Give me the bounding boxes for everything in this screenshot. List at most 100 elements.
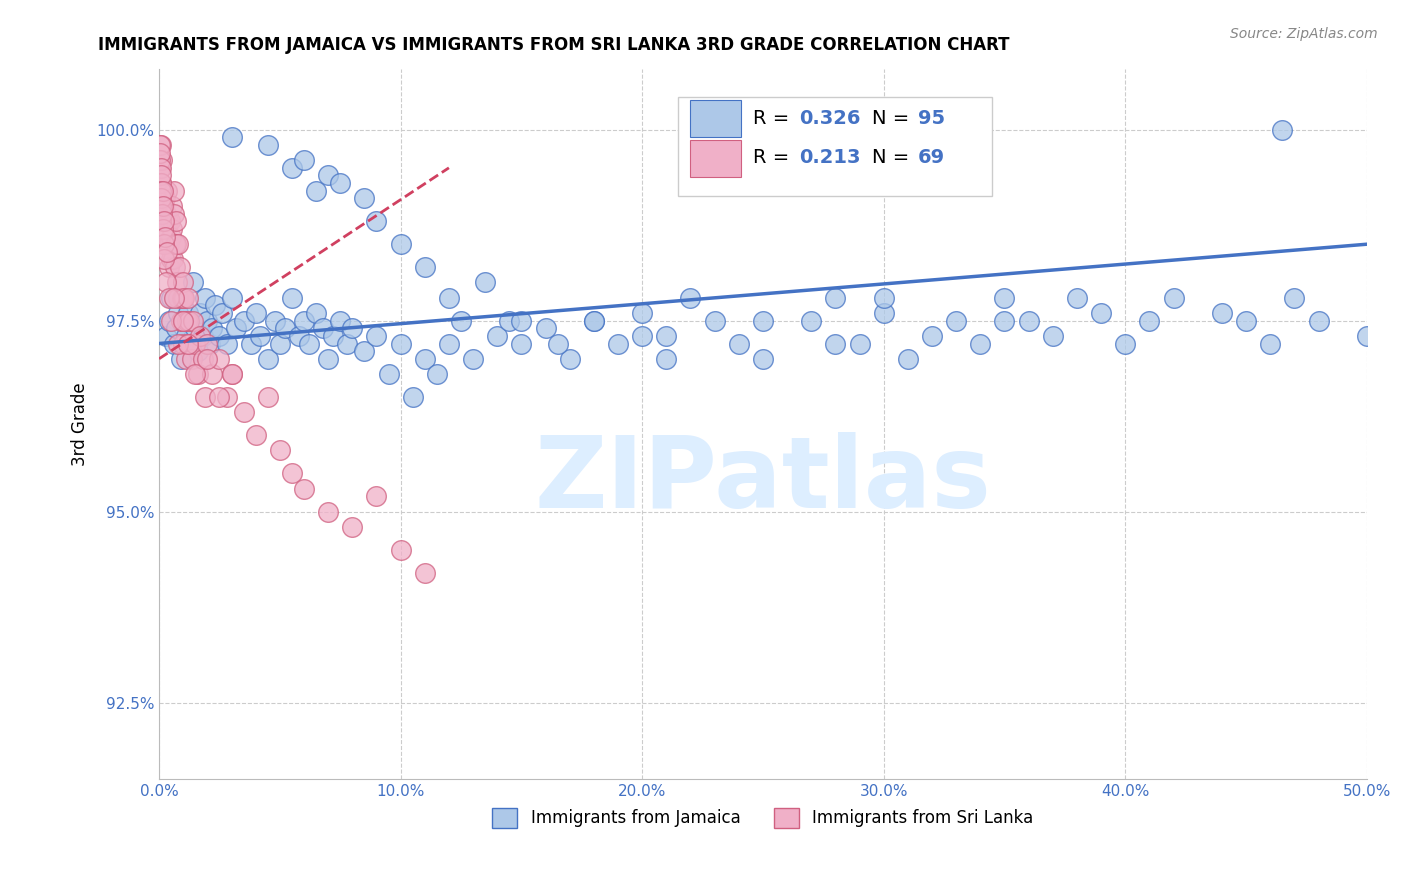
Point	[474, 276, 496, 290]
Point	[288, 329, 311, 343]
Point	[824, 291, 846, 305]
Point	[848, 336, 870, 351]
Point	[1271, 122, 1294, 136]
Point	[377, 367, 399, 381]
Point	[152, 222, 174, 236]
Point	[150, 214, 173, 228]
Point	[534, 321, 557, 335]
Point	[149, 169, 172, 183]
Point	[273, 321, 295, 335]
Point	[208, 390, 231, 404]
Point	[437, 291, 460, 305]
Point	[305, 306, 328, 320]
Point	[181, 313, 204, 327]
Point	[221, 130, 243, 145]
Point	[159, 252, 181, 267]
Point	[149, 153, 172, 168]
Point	[163, 237, 186, 252]
Point	[204, 298, 226, 312]
Point	[281, 291, 304, 305]
Point	[157, 237, 180, 252]
Text: N =: N =	[872, 109, 915, 128]
Point	[402, 390, 425, 404]
Point	[211, 306, 233, 320]
Point	[1258, 336, 1281, 351]
Point	[162, 207, 184, 221]
Point	[150, 199, 173, 213]
Point	[150, 191, 173, 205]
Point	[215, 390, 238, 404]
Point	[153, 199, 176, 213]
Point	[969, 336, 991, 351]
Y-axis label: 3rd Grade: 3rd Grade	[72, 382, 89, 466]
Point	[292, 482, 315, 496]
Point	[180, 351, 202, 366]
Point	[194, 291, 217, 305]
Point	[179, 336, 201, 351]
Point	[172, 276, 194, 290]
Point	[149, 161, 172, 175]
Point	[329, 176, 352, 190]
Point	[281, 161, 304, 175]
Point	[150, 207, 173, 221]
Point	[1018, 313, 1040, 327]
Point	[1403, 276, 1406, 290]
Point	[160, 291, 183, 305]
Point	[153, 237, 176, 252]
Point	[426, 367, 449, 381]
Point	[149, 176, 172, 190]
Text: IMMIGRANTS FROM JAMAICA VS IMMIGRANTS FROM SRI LANKA 3RD GRADE CORRELATION CHART: IMMIGRANTS FROM JAMAICA VS IMMIGRANTS FR…	[98, 36, 1010, 54]
Point	[153, 237, 176, 252]
Point	[316, 169, 339, 183]
Point	[655, 351, 678, 366]
Point	[316, 505, 339, 519]
Point	[366, 489, 388, 503]
Point	[558, 351, 581, 366]
Point	[172, 313, 194, 327]
Point	[170, 351, 193, 366]
Point	[157, 291, 180, 305]
FancyBboxPatch shape	[678, 97, 993, 196]
Point	[170, 313, 193, 327]
Point	[194, 390, 217, 404]
Text: R =: R =	[754, 109, 796, 128]
Point	[187, 367, 209, 381]
Point	[225, 321, 247, 335]
Point	[153, 214, 176, 228]
Point	[1114, 336, 1136, 351]
Point	[342, 520, 364, 534]
Point	[172, 336, 194, 351]
Point	[163, 184, 186, 198]
Point	[167, 291, 190, 305]
Point	[187, 344, 209, 359]
Point	[149, 137, 172, 152]
Point	[162, 336, 184, 351]
Point	[156, 237, 179, 252]
Point	[201, 367, 224, 381]
Point	[167, 306, 190, 320]
Point	[156, 184, 179, 198]
Text: 0.326: 0.326	[799, 109, 860, 128]
Point	[631, 329, 654, 343]
Point	[162, 222, 184, 236]
Point	[1234, 313, 1257, 327]
Point	[172, 313, 194, 327]
Point	[993, 291, 1015, 305]
Text: 0.213: 0.213	[799, 148, 860, 167]
Point	[165, 321, 187, 335]
Point	[510, 336, 533, 351]
Point	[179, 336, 201, 351]
Point	[152, 199, 174, 213]
Point	[162, 252, 184, 267]
Point	[298, 336, 321, 351]
Point	[153, 252, 176, 267]
Point	[256, 351, 278, 366]
Point	[264, 313, 287, 327]
Point	[177, 336, 200, 351]
Point	[510, 313, 533, 327]
Point	[316, 351, 339, 366]
Point	[1379, 291, 1402, 305]
Point	[191, 329, 214, 343]
Point	[149, 176, 172, 190]
Point	[1042, 329, 1064, 343]
